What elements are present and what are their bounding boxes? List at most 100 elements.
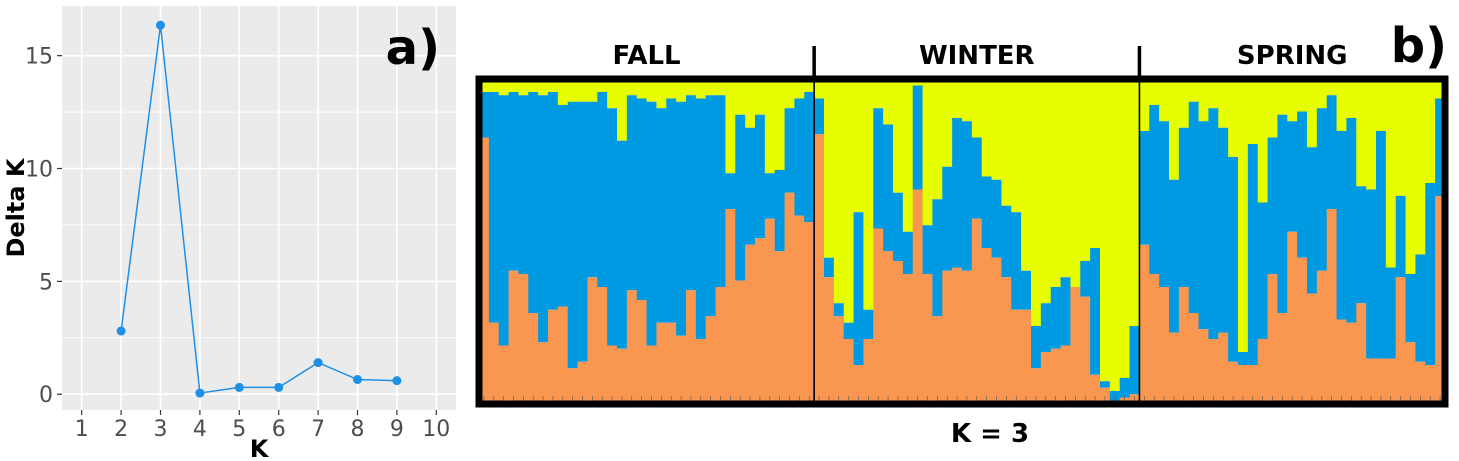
bar-segment-cluster2 <box>814 98 825 135</box>
delta-k-points <box>116 20 402 398</box>
bar-segment-cluster2 <box>1425 183 1436 365</box>
individual-bar <box>735 79 746 404</box>
bar-segment-cluster3 <box>902 79 914 232</box>
individual-bar <box>508 79 519 404</box>
individual-bar <box>1139 79 1150 404</box>
individual-bar <box>597 79 608 404</box>
bar-segment-cluster3 <box>607 79 618 109</box>
individual-bar <box>942 79 953 404</box>
bar-segment-cluster1 <box>498 345 509 404</box>
bar-segment-cluster3 <box>1139 79 1150 131</box>
bar-segment-cluster3 <box>1119 79 1130 378</box>
bar-segment-cluster2 <box>1100 381 1111 388</box>
individual-bar <box>824 79 835 404</box>
x-tick-label: 6 <box>272 417 286 442</box>
bar-segment-cluster2 <box>479 92 490 138</box>
bar-segment-cluster1 <box>1198 329 1209 404</box>
bar-segment-cluster2 <box>764 173 776 219</box>
individual-bar <box>912 79 923 404</box>
bar-segment-cluster2 <box>774 170 785 252</box>
individual-bar <box>715 79 726 404</box>
individual-bar <box>1198 79 1209 404</box>
individual-bar <box>1060 79 1071 404</box>
bar-segment-cluster3 <box>1247 79 1259 144</box>
group-label: FALL <box>613 41 681 71</box>
x-tick-label: 2 <box>114 417 128 442</box>
bar-segment-cluster3 <box>646 79 657 102</box>
bar-segment-cluster3 <box>1346 79 1357 118</box>
bar-segment-cluster1 <box>863 339 874 404</box>
individual-bar <box>1336 79 1347 404</box>
bar-segment-cluster3 <box>1090 79 1101 248</box>
bar-segment-cluster2 <box>853 212 864 365</box>
individual-bar <box>1395 79 1406 404</box>
bar-segment-cluster2 <box>686 95 697 291</box>
bar-segment-cluster3 <box>1060 79 1071 278</box>
individual-bar <box>1021 79 1032 404</box>
data-point <box>392 376 402 386</box>
bar-segment-cluster3 <box>1376 79 1387 131</box>
bar-segment-cluster3 <box>1307 79 1318 148</box>
bar-segment-cluster2 <box>528 92 539 313</box>
bar-segment-cluster1 <box>1218 332 1229 404</box>
stacked-bars <box>479 79 1446 404</box>
individual-bar <box>1208 79 1219 404</box>
bar-segment-cluster2 <box>1178 127 1190 287</box>
bar-segment-cluster1 <box>1415 361 1426 404</box>
bar-segment-cluster3 <box>636 79 647 99</box>
bar-segment-cluster1 <box>952 267 963 404</box>
bar-segment-cluster1 <box>597 287 608 404</box>
bar-segment-cluster2 <box>1297 111 1308 258</box>
individual-bar <box>883 79 894 404</box>
bar-segment-cluster1 <box>942 270 953 404</box>
individual-bar <box>498 79 509 404</box>
season-labels: FALL WINTER SPRING <box>613 41 1348 71</box>
bar-segment-cluster3 <box>843 79 854 323</box>
bar-segment-cluster3 <box>1129 79 1140 326</box>
bar-segment-cluster3 <box>508 79 519 92</box>
individual-bar <box>784 79 795 404</box>
individual-bar <box>1080 79 1091 404</box>
individual-bar <box>577 79 588 404</box>
data-point <box>116 326 126 336</box>
bar-segment-cluster3 <box>1228 79 1239 157</box>
bar-segment-cluster2 <box>508 92 519 271</box>
group-label: WINTER <box>919 41 1035 71</box>
bar-segment-cluster2 <box>1021 270 1032 310</box>
bar-segment-cluster3 <box>1040 79 1052 304</box>
individual-bar <box>1031 79 1042 404</box>
individual-bar <box>1425 79 1436 404</box>
individual-bar <box>1277 79 1288 404</box>
bar-segment-cluster1 <box>1139 244 1150 404</box>
bar-segment-cluster3 <box>755 79 766 115</box>
bar-segment-cluster2 <box>922 225 933 274</box>
bar-segment-cluster3 <box>725 79 736 174</box>
x-tick-label: 7 <box>311 417 325 442</box>
bar-segment-cluster3 <box>567 79 578 102</box>
bar-segment-cluster2 <box>912 85 923 190</box>
bar-segment-cluster3 <box>498 79 509 96</box>
bar-segment-cluster1 <box>1159 287 1170 404</box>
bar-segment-cluster1 <box>1336 319 1347 404</box>
bar-segment-cluster3 <box>1326 79 1337 96</box>
bar-segment-cluster3 <box>774 79 785 170</box>
bar-segment-cluster3 <box>1366 79 1377 190</box>
bar-segment-cluster2 <box>1149 105 1160 274</box>
bar-segment-cluster3 <box>1100 79 1111 382</box>
bar-segment-cluster3 <box>676 79 687 102</box>
individual-bar <box>833 79 845 404</box>
panel-label-b: b) <box>1391 18 1447 74</box>
individual-bar <box>1218 79 1229 404</box>
bar-segment-cluster3 <box>597 79 608 92</box>
bar-segment-cluster2 <box>1228 157 1239 362</box>
individual-bar <box>952 79 963 404</box>
bar-segment-cluster3 <box>804 79 815 92</box>
bar-segment-cluster1 <box>902 274 914 404</box>
y-tick-labels: 0 5 10 15 <box>25 45 62 408</box>
bar-segment-cluster1 <box>617 348 628 404</box>
x-axis-label: K <box>250 435 270 461</box>
bar-segment-cluster3 <box>518 79 529 96</box>
bar-segment-cluster3 <box>557 79 569 105</box>
bar-segment-cluster1 <box>1070 287 1081 404</box>
bar-segment-cluster1 <box>528 313 539 404</box>
